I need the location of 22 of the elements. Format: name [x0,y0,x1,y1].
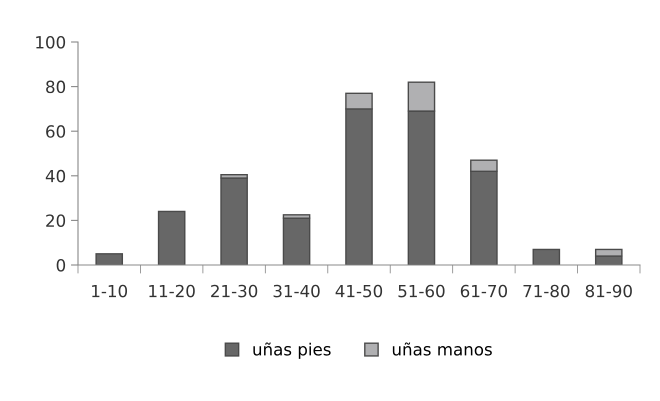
bar [158,210,186,265]
x-tick-label: 21-30 [211,284,258,298]
x-tick-label: 1-10 [92,284,128,298]
x-tick-label: 11-20 [149,284,195,298]
bar [532,248,560,265]
bar [282,217,310,265]
legend-label: uñas pies [253,342,331,359]
legend-label: uñas manos [392,342,492,356]
y-tick-label: 40 [46,170,66,182]
bar [220,177,248,265]
x-tick-label: 41-50 [336,284,382,298]
y-tick-label: 20 [46,214,66,227]
y-tick-label: 0 [56,258,66,272]
y-tick-label: 100 [36,36,66,49]
x-tick-label: 31-40 [274,284,320,298]
y-tick-label: 60 [46,125,66,138]
x-tick-label: 81-90 [586,284,632,298]
bar [95,253,124,265]
x-tick-label: 61-70 [460,284,507,298]
y-tick-label: 80 [46,80,66,94]
x-tick-label: 71-80 [523,284,570,298]
x-tick-label: 51-60 [398,284,445,298]
